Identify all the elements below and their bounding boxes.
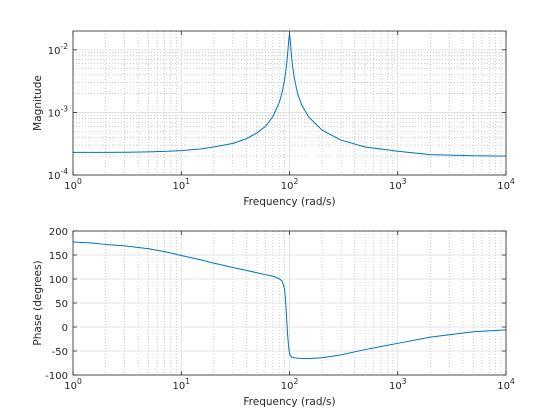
y-tick-label: 0: [62, 323, 68, 334]
x-tick-label: 100: [64, 377, 82, 392]
x-tick-label: 100: [64, 177, 82, 192]
x-tick-label: 104: [497, 177, 515, 192]
x-tick-label: 103: [389, 177, 407, 192]
y-tick-label: 10-4: [48, 167, 68, 182]
series-line: [72, 241, 507, 360]
magnitude-plot: 100 101 102 103 104 10-4 10-3 10-2 Frequency (ra…: [32, 30, 515, 208]
x-tick-label: 101: [172, 177, 190, 192]
phase-plot: 100 101 102 103 104 -100 -50 0 50 100 150 200 Freque…: [32, 227, 515, 408]
y-tick-label: 10-3: [48, 104, 68, 119]
y-tick-label: -100: [45, 371, 68, 382]
x-axis-label: Frequency (rad/s): [243, 396, 335, 408]
series-line: [73, 34, 507, 157]
y-tick-label: 10-2: [48, 42, 68, 57]
x-tick-label: 103: [389, 377, 407, 392]
x-tick-label: 104: [497, 377, 515, 392]
x-tick-label: 101: [172, 377, 190, 392]
y-axis-label: Phase (degrees): [32, 260, 44, 345]
y-tick-label: 200: [49, 227, 68, 238]
y-tick-label: 150: [49, 251, 68, 262]
x-axis-label: Frequency (rad/s): [243, 196, 335, 208]
y-tick-label: 100: [49, 275, 68, 286]
y-tick-label: -50: [52, 347, 68, 358]
y-axis-label: Magnitude: [32, 75, 44, 131]
x-tick-label: 102: [281, 377, 299, 392]
y-tick-label: 50: [55, 299, 68, 310]
x-tick-label: 102: [281, 177, 299, 192]
